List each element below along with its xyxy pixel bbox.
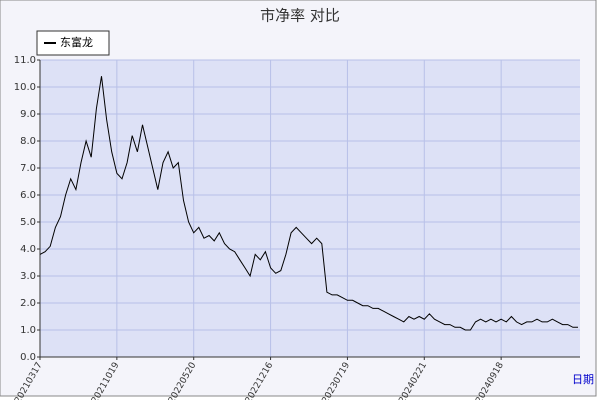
- y-tick-label: 8.0: [20, 136, 36, 147]
- chart-title: 市净率 对比: [260, 7, 340, 25]
- y-tick-label: 7.0: [20, 163, 36, 174]
- x-axis-label: 日期: [572, 373, 594, 386]
- y-tick-label: 1.0: [20, 325, 36, 336]
- y-tick-label: 2.0: [20, 298, 36, 309]
- y-tick-label: 3.0: [20, 271, 36, 282]
- y-tick-label: 11.0: [14, 55, 36, 66]
- data-line: [39, 76, 578, 331]
- y-tick-label: 4.0: [20, 244, 36, 255]
- y-tick-label: 9.0: [20, 109, 36, 120]
- legend-label: 东富龙: [60, 35, 93, 49]
- y-tick-label: 10.0: [14, 82, 36, 93]
- y-tick-label: 5.0: [20, 217, 36, 228]
- y-tick-label: 0.0: [20, 352, 36, 363]
- plot-area: [40, 60, 580, 357]
- y-tick-label: 6.0: [20, 190, 36, 201]
